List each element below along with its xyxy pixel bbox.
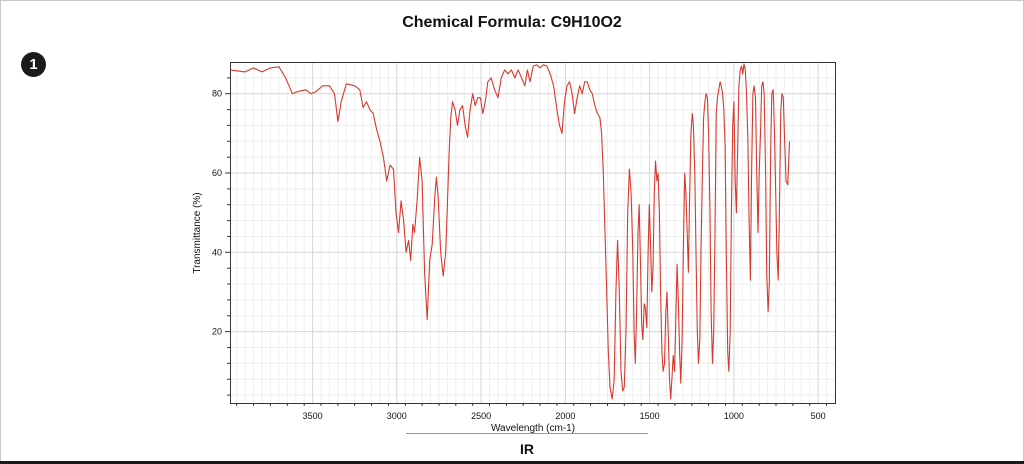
y-tick-label: 80 [212, 89, 222, 99]
x-tick-label: 1000 [724, 411, 744, 421]
plot-frame [230, 62, 836, 404]
y-axis-ticks: 20 40 60 80 [212, 77, 230, 396]
bottom-edge [0, 461, 1024, 464]
spectrum-line [229, 63, 791, 400]
x-tick-label: 500 [811, 411, 826, 421]
tab-underline [406, 433, 648, 434]
y-tick-label: 40 [212, 247, 222, 257]
x-tick-label: 3500 [303, 411, 323, 421]
y-tick-label: 20 [212, 327, 222, 337]
x-tick-label: 3000 [387, 411, 407, 421]
minor-grid [230, 62, 835, 403]
y-tick-label: 60 [212, 168, 222, 178]
x-tick-label: 2500 [471, 411, 491, 421]
x-axis-label: Wavelength (cm-1) [491, 423, 575, 434]
y-axis-label: Transmittance (%) [192, 192, 203, 273]
x-axis-ticks: 3500 3000 2500 2000 1500 1000 500 [236, 403, 828, 421]
step-number-badge: 1 [21, 52, 46, 77]
x-tick-label: 1500 [640, 411, 660, 421]
tab-ir[interactable]: IR [520, 441, 534, 457]
x-tick-label: 2000 [555, 411, 575, 421]
major-grid [230, 62, 835, 403]
chart-title: Chemical Formula: C9H10O2 [402, 14, 622, 31]
